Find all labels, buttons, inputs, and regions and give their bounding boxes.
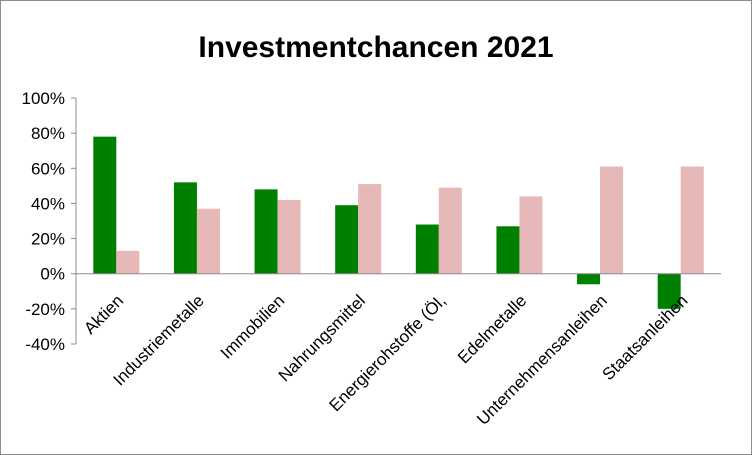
category-label: Unternehmensanleihen xyxy=(473,291,611,429)
y-tick-label: 40% xyxy=(31,194,65,213)
chart-title: Investmentchancen 2021 xyxy=(198,31,553,64)
bar-series1 xyxy=(254,189,278,274)
y-tick-label: 80% xyxy=(31,124,65,143)
bar-series2 xyxy=(196,208,220,274)
bar-series2 xyxy=(116,250,140,274)
bar-series1 xyxy=(657,273,681,309)
bar-series1 xyxy=(93,136,117,274)
bar-series1 xyxy=(335,205,359,274)
bar-series2 xyxy=(358,184,382,274)
bar-series1 xyxy=(173,182,197,274)
category-label: Staatsanleihen xyxy=(599,291,692,384)
bar-series2 xyxy=(600,166,624,274)
category-label: Edelmetalle xyxy=(454,291,530,367)
category-label: Aktien xyxy=(80,291,127,338)
category-label: Immobilien xyxy=(217,291,289,363)
bar-series1 xyxy=(415,224,439,274)
y-tick-label: -40% xyxy=(25,335,65,354)
bar-series2 xyxy=(277,199,301,274)
bar-series1 xyxy=(496,226,520,274)
y-tick-label: -20% xyxy=(25,300,65,319)
y-tick-label: 100% xyxy=(22,89,65,108)
bar-series1 xyxy=(577,273,601,285)
y-tick-label: 0% xyxy=(40,265,65,284)
bar-series2 xyxy=(438,187,462,274)
y-tick-label: 60% xyxy=(31,159,65,178)
y-tick-label: 20% xyxy=(31,230,65,249)
bar-series2 xyxy=(519,196,543,274)
bar-series2 xyxy=(680,166,704,274)
plot-area: -40%-20%0%20%40%60%80%100%AktienIndustri… xyxy=(22,89,721,429)
